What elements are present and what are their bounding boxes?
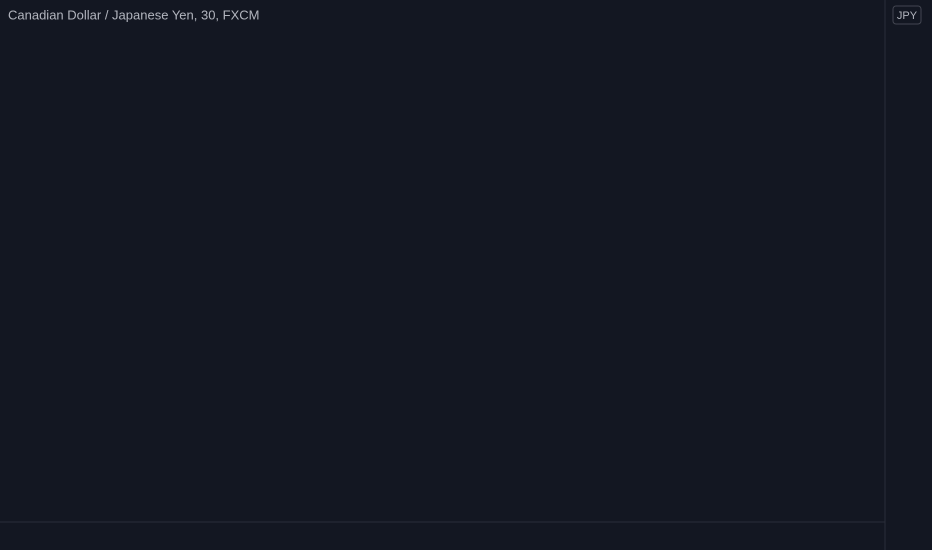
currency-box [892,5,922,25]
chart-title: Canadian Dollar / Japanese Yen, 30, FXCM [8,7,260,22]
currency: JPY [897,10,918,22]
